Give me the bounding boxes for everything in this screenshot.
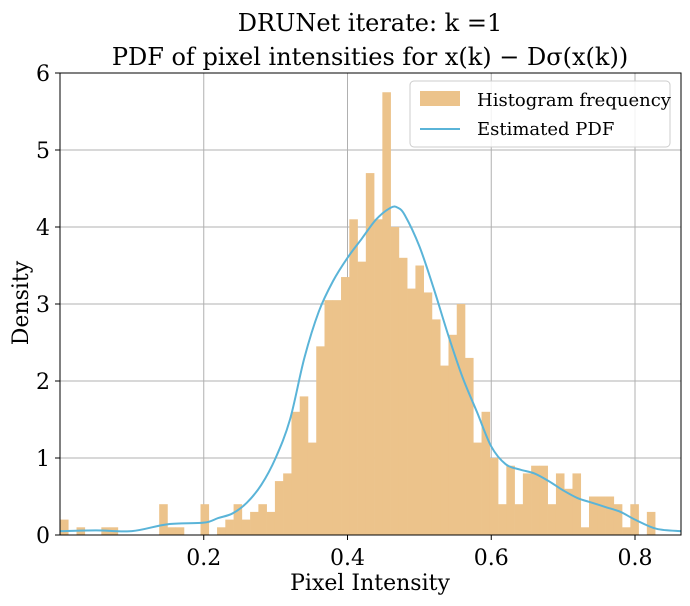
histogram-bar [547, 504, 557, 535]
histogram-bar [283, 473, 292, 535]
histogram-bar [564, 488, 573, 535]
histogram-bar [357, 261, 367, 535]
histogram-bar [465, 357, 474, 535]
x-tick-label: 0.8 [618, 546, 653, 571]
histogram-bar [167, 527, 177, 535]
histogram-bar [622, 527, 631, 535]
histogram-bar [390, 227, 400, 535]
histogram-bar [580, 527, 590, 535]
x-axis-ticks: 0.2 0.4 0.6 0.8 [186, 535, 653, 571]
y-axis-label: Density [9, 260, 34, 345]
histogram-bar [332, 300, 342, 535]
histogram-bar [217, 527, 226, 535]
histogram-bar [159, 504, 168, 535]
histogram-bar [646, 511, 656, 535]
histogram-bar [241, 519, 251, 535]
histogram-bar [539, 465, 548, 535]
histogram-bar [489, 458, 499, 535]
histogram-bar [522, 473, 532, 535]
histogram-bar [349, 219, 358, 536]
histogram-bar [374, 219, 383, 536]
pdf-line [59, 205, 682, 533]
legend-swatch-histogram [420, 91, 460, 106]
legend-label-histogram: Histogram frequency [477, 90, 672, 111]
histogram-bar [473, 442, 482, 535]
x-tick-label: 0.4 [330, 546, 365, 571]
y-tick-label: 6 [36, 62, 50, 87]
histogram-bar [365, 173, 375, 535]
histogram-bar [431, 319, 441, 535]
histogram-bar [531, 465, 540, 535]
histogram-bar [407, 288, 416, 535]
histogram-bar [291, 411, 301, 535]
histogram-bar [316, 346, 325, 535]
histogram-bar [506, 465, 515, 535]
histogram-bar [498, 504, 507, 535]
histogram-bar [233, 504, 243, 535]
histogram-bar [341, 277, 350, 535]
histogram-bar [250, 511, 259, 535]
histogram-bar [440, 365, 449, 535]
histogram-bar [555, 473, 565, 535]
histogram-bar [274, 481, 284, 535]
histogram-bar [398, 257, 408, 535]
histogram-bar [415, 265, 424, 535]
histogram-bar [605, 496, 615, 535]
histogram-bar [589, 496, 598, 535]
y-tick-label: 5 [36, 139, 50, 164]
histogram-bars [60, 92, 656, 536]
histogram-bar [307, 442, 317, 535]
histogram-bar [572, 473, 582, 535]
legend-label-pdf: Estimated PDF [477, 119, 614, 140]
y-tick-label: 2 [36, 370, 50, 395]
histogram-bar [200, 504, 210, 535]
histogram-bar [382, 92, 391, 535]
legend: Histogram frequency Estimated PDF [409, 80, 672, 148]
histogram-bar [456, 304, 466, 535]
pdf-line-layer [59, 205, 682, 533]
histogram-bar [613, 504, 623, 535]
x-tick-label: 0.6 [474, 546, 509, 571]
legend-box [409, 80, 671, 148]
y-axis-ticks: 0 1 2 3 4 5 6 [36, 62, 60, 549]
histogram-bar [266, 511, 276, 535]
x-axis-label: Pixel Intensity [290, 571, 450, 596]
histogram-bar [324, 300, 334, 535]
y-tick-label: 1 [36, 447, 50, 472]
histogram-bar [597, 496, 606, 535]
histogram-bar [514, 504, 524, 535]
histogram-bar [258, 504, 267, 535]
histogram-bar [225, 519, 234, 535]
y-tick-label: 3 [36, 293, 50, 318]
histogram-bar [423, 292, 433, 535]
histogram-bar [481, 411, 491, 535]
chart-title-line2: PDF of pixel intensities for x(k) − Dσ(x… [112, 43, 628, 71]
x-tick-label: 0.2 [186, 546, 221, 571]
y-tick-label: 0 [36, 524, 50, 549]
chart-title-line1: DRUNet iterate: k =1 [238, 9, 502, 37]
y-tick-label: 4 [36, 216, 50, 241]
histogram-bar [448, 334, 458, 535]
histogram-bar [175, 527, 185, 535]
histogram-bar [60, 519, 69, 535]
histogram-bar [299, 396, 309, 535]
